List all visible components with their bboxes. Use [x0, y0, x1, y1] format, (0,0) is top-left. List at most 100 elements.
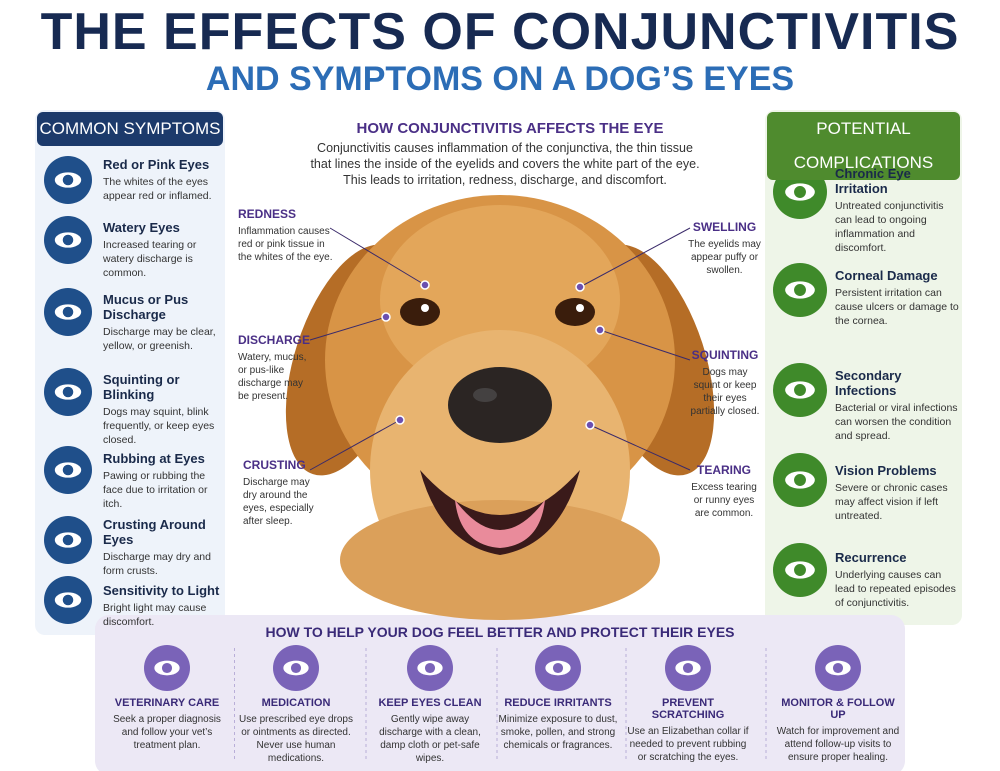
dog-illustration	[285, 195, 715, 620]
symptoms-heading: COMMON SYMPTOMS	[37, 112, 223, 146]
icon	[44, 288, 92, 336]
complication-text: Underlying causes can lead to repeated e…	[835, 569, 956, 609]
leader-line	[309, 419, 401, 471]
leader-dot	[420, 280, 430, 290]
help-item: MONITOR & FOLLOW UP Watch for improvement…	[776, 697, 900, 764]
complication-title: Recurrence	[835, 550, 907, 565]
help-item: VETERINARY CARE Seek a proper diagnosis a…	[105, 697, 229, 752]
callout-label: REDNESS	[238, 207, 297, 221]
icon-pupil	[832, 662, 844, 674]
icon	[535, 645, 581, 691]
icon-pupil	[62, 464, 74, 476]
symptom-title: Watery Eyes	[103, 220, 180, 235]
icon	[773, 453, 827, 507]
symptom-title: Red or Pink Eyes	[103, 157, 210, 172]
center-heading: HOW CONJUNCTIVITIS AFFECTS THE EYE	[356, 120, 664, 137]
complication-text: Severe or chronic cases may affect visio…	[835, 482, 948, 522]
symptom-item: Squinting or Blinking Dogs may squint, bl…	[103, 372, 221, 447]
symptom-title: Rubbing at Eyes	[103, 451, 205, 466]
icon-pupil	[62, 306, 74, 318]
icon-pupil	[794, 384, 806, 396]
help-item: PREVENT SCRATCHING Use an Elizabethan col…	[626, 697, 750, 764]
symptom-title: Mucus or Pus Discharge	[103, 292, 189, 322]
help-text: Minimize exposure to dust, smoke, pollen…	[498, 714, 618, 751]
symptom-title: Sensitivity to Light	[103, 583, 220, 598]
complication-text: Untreated conjunctivitis can lead to ong…	[835, 200, 944, 254]
icon	[44, 576, 92, 624]
icons	[44, 156, 861, 760]
help-text: Use prescribed eye drops or ointments as…	[239, 714, 353, 764]
icon	[44, 516, 92, 564]
icon-pupil	[62, 234, 74, 246]
icon-pupil	[62, 594, 74, 606]
complication-item: Vision Problems Severe or chronic cases m…	[835, 463, 960, 523]
icon-pupil	[424, 662, 436, 674]
help-heading: HOW TO HELP YOUR DOG FEEL BETTER AND PRO…	[265, 624, 735, 640]
icon-pupil	[794, 564, 806, 576]
icon	[44, 368, 92, 416]
icon	[144, 645, 190, 691]
help-title: PREVENT SCRATCHING	[651, 697, 725, 721]
symptom-text: Discharge may be clear, yellow, or green…	[103, 326, 216, 352]
symptom-text: The whites of the eyes appear red or inf…	[103, 176, 212, 202]
icon	[815, 645, 861, 691]
symptom-item: Crusting Around Eyes Discharge may dry an…	[103, 517, 221, 578]
icon	[773, 263, 827, 317]
callout: TEARING Excess tearing or runny eyes are …	[689, 463, 759, 520]
complication-text: Bacterial or viral infections can worsen…	[835, 402, 958, 442]
icon-pupil	[62, 174, 74, 186]
leader-dot	[381, 312, 391, 322]
icon	[665, 645, 711, 691]
title: THE EFFECTS OF CONJUNCTIVITIS	[40, 3, 960, 61]
complication-text: Persistent irritation can cause ulcers o…	[835, 287, 959, 327]
callout-label: CRUSTING	[243, 458, 306, 472]
callout-label: TEARING	[697, 463, 751, 477]
callout: SQUINTING Dogs may squint or keep their e…	[689, 348, 761, 418]
icon	[773, 543, 827, 597]
icon-pupil	[62, 534, 74, 546]
symptom-text: Increased tearing or watery discharge is…	[103, 239, 197, 279]
symptom-item: Watery Eyes Increased tearing or watery d…	[103, 220, 221, 280]
complication-title: Chronic Eye Irritation	[835, 166, 911, 196]
icon	[44, 216, 92, 264]
callout-text: The eyelids may appear puffy or swollen.	[688, 239, 761, 276]
callout-label: DISCHARGE	[238, 333, 311, 347]
help-title: KEEP EYES CLEAN	[378, 697, 482, 709]
callout-label: SWELLING	[692, 220, 757, 234]
help-text: Seek a proper diagnosis and follow your …	[113, 714, 221, 751]
help-title: MONITOR & FOLLOW UP	[781, 697, 895, 721]
icon-pupil	[794, 474, 806, 486]
icon-pupil	[794, 186, 806, 198]
help-item: MEDICATION Use prescribed eye drops or oi…	[234, 697, 358, 765]
complication-title: Vision Problems	[835, 463, 937, 478]
complication-item: Corneal Damage Persistent irritation can …	[835, 268, 960, 328]
icon	[44, 446, 92, 494]
symptom-item: Red or Pink Eyes The whites of the eyes a…	[103, 157, 221, 203]
callout: DISCHARGE Watery, mucus, or pus-like disc…	[238, 333, 313, 403]
help-title: REDUCE IRRITANTS	[504, 697, 612, 709]
leader-dot	[395, 415, 405, 425]
leader-dot	[595, 325, 605, 335]
center-intro: Conjunctivitis causes inflammation of th…	[310, 141, 700, 187]
help-item: REDUCE IRRITANTS Minimize exposure to dus…	[496, 697, 620, 752]
icon-pupil	[161, 662, 173, 674]
callout: REDNESS Inflammation causes red or pink t…	[238, 207, 333, 264]
leader-dot	[575, 282, 585, 292]
symptom-text: Dogs may squint, blink frequently, or ke…	[103, 406, 215, 446]
symptom-text: Bright light may cause discomfort.	[103, 602, 207, 628]
callout: SWELLING The eyelids may appear puffy or …	[687, 220, 762, 277]
symptom-item: Sensitivity to Light Bright light may cau…	[103, 583, 221, 629]
icon-pupil	[62, 386, 74, 398]
symptom-item: Mucus or Pus Discharge Discharge may be c…	[103, 292, 221, 353]
callout-text: Excess tearing or runny eyes are common.	[691, 482, 757, 519]
symptom-text: Pawing or rubbing the face due to irrita…	[103, 470, 208, 510]
symptom-title: Squinting or Blinking	[103, 372, 180, 402]
leader-dot	[585, 420, 595, 430]
icon-pupil	[682, 662, 694, 674]
complication-item: Secondary Infections Bacterial or viral i…	[835, 368, 960, 443]
callout-text: Dogs may squint or keep their eyes parti…	[690, 367, 760, 417]
help-title: MEDICATION	[261, 697, 331, 709]
help-title: VETERINARY CARE	[114, 697, 220, 709]
